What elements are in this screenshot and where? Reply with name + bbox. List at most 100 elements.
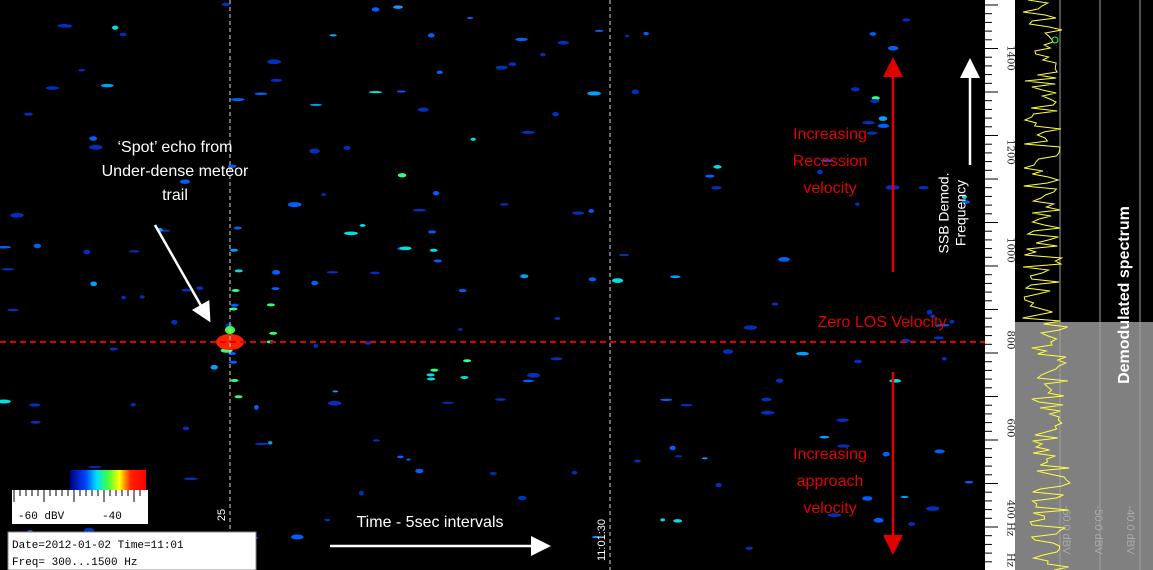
frequency-ticks — [985, 4, 998, 563]
speck — [272, 270, 281, 275]
marker — [1051, 36, 1059, 44]
speck — [673, 519, 683, 523]
speck — [184, 477, 198, 481]
speck — [745, 546, 753, 550]
speck — [182, 426, 190, 431]
level-label: -50.0 dBV — [1092, 506, 1104, 556]
speck — [557, 40, 569, 45]
info-line: Date=2012-01-02 Time=11:01 — [12, 540, 184, 552]
speck — [643, 31, 649, 36]
speck — [24, 112, 33, 116]
speck — [674, 455, 683, 458]
speck — [368, 91, 383, 94]
speck — [850, 87, 860, 92]
speck — [572, 211, 585, 215]
speck — [427, 377, 436, 381]
color-scale-ticks — [13, 490, 141, 502]
speck — [181, 288, 192, 292]
annotation: Time - 5sec intervals — [357, 514, 504, 531]
speck — [364, 341, 372, 345]
speck — [271, 287, 280, 291]
speck — [587, 91, 601, 96]
annotation: velocity — [803, 180, 856, 197]
color-bar — [70, 470, 146, 490]
speck — [396, 90, 406, 93]
speck — [231, 289, 240, 293]
speck — [324, 518, 331, 522]
speck — [550, 357, 563, 361]
annotation: ‘Spot’ echo from — [117, 139, 232, 156]
speck — [592, 535, 600, 538]
speck — [64, 24, 72, 28]
speck — [254, 442, 269, 446]
speck — [887, 45, 899, 51]
speck — [0, 399, 11, 404]
speck — [372, 439, 381, 442]
speck — [862, 496, 873, 501]
speck — [458, 289, 467, 293]
speck — [417, 107, 429, 112]
speck — [470, 137, 476, 141]
speck — [554, 316, 561, 320]
speck — [328, 400, 342, 406]
speck — [139, 295, 145, 299]
speck — [930, 314, 936, 319]
speck — [866, 131, 878, 135]
speck — [882, 451, 890, 457]
speck — [90, 281, 97, 287]
speck — [210, 364, 219, 370]
scale-label: -60 dBV — [18, 511, 65, 523]
speck — [918, 185, 929, 190]
speck — [430, 368, 439, 372]
speck — [121, 295, 126, 300]
speck — [358, 490, 364, 496]
speck — [369, 271, 380, 275]
speck — [521, 130, 535, 134]
speck — [412, 208, 427, 212]
speck — [540, 53, 546, 57]
speck — [87, 465, 102, 469]
speck — [309, 103, 322, 106]
speck — [234, 269, 243, 273]
speck — [466, 16, 474, 20]
speck — [902, 18, 911, 22]
speck — [1, 268, 15, 271]
speck — [964, 480, 974, 484]
speck — [933, 336, 944, 340]
speck — [371, 7, 380, 12]
speck — [427, 33, 435, 38]
speck — [287, 202, 302, 208]
speck — [878, 116, 888, 122]
speck — [128, 250, 140, 253]
speck — [0, 245, 11, 249]
speck — [701, 457, 708, 460]
speck — [428, 230, 437, 234]
annotation: velocity — [803, 500, 856, 517]
annotation: Recession — [793, 153, 868, 170]
frequency-label: 1200 — [1005, 139, 1016, 164]
speck — [109, 347, 118, 351]
speck — [436, 70, 443, 75]
speck — [332, 390, 339, 393]
speck — [100, 83, 114, 88]
speck — [594, 29, 604, 32]
speck — [10, 212, 24, 218]
speck — [229, 360, 238, 364]
speck — [311, 280, 319, 286]
speck — [855, 202, 860, 206]
speck — [393, 5, 403, 9]
speck — [234, 395, 243, 399]
speck — [870, 98, 880, 104]
annotation: Increasing — [793, 446, 867, 463]
speck — [877, 123, 890, 128]
speck — [837, 444, 850, 448]
speck — [926, 309, 933, 315]
speck — [926, 506, 940, 511]
speck — [229, 248, 238, 252]
speck — [397, 173, 407, 178]
speck — [949, 319, 955, 324]
frequency-scale — [985, 0, 1015, 570]
speck — [715, 482, 722, 488]
speck — [588, 209, 595, 213]
